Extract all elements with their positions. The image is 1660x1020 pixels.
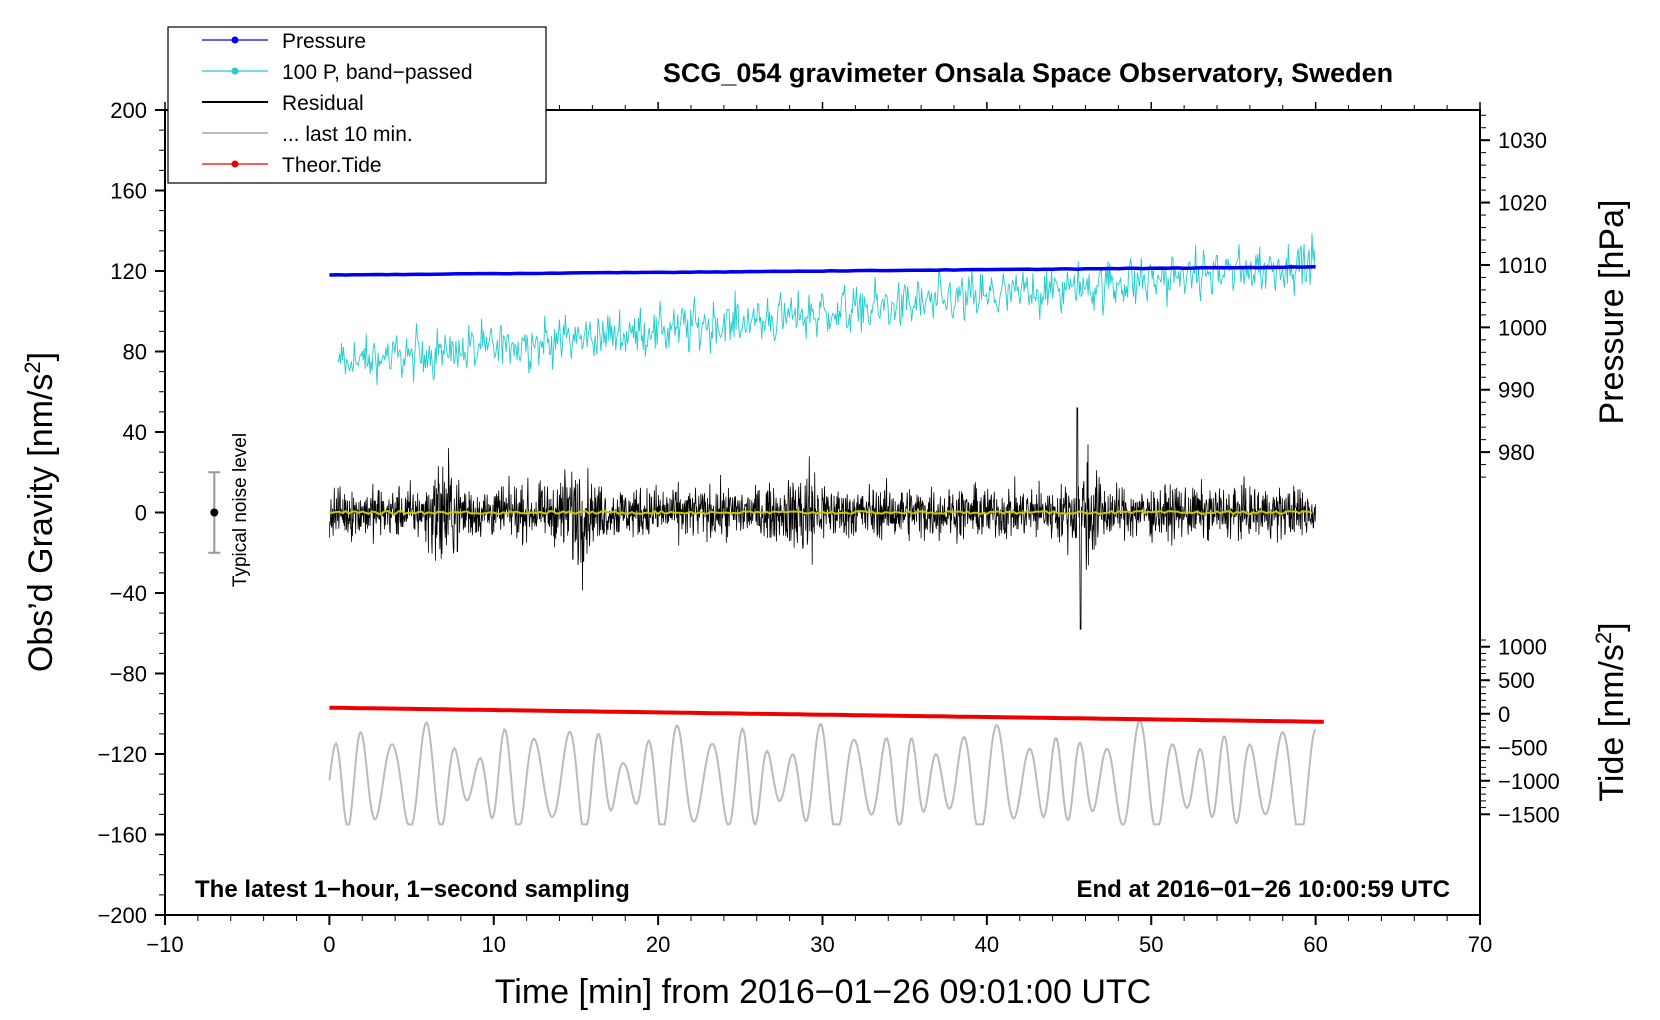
y-tick-label-left: 160: [110, 179, 147, 204]
x-tick-label: 50: [1139, 932, 1163, 957]
y-axis-label-left-text: Obs’d Gravity [nm/s: [22, 374, 60, 673]
x-tick-label: 30: [810, 932, 834, 957]
chart-title: SCG_054 gravimeter Onsala Space Observat…: [663, 58, 1393, 88]
x-tick-label: 20: [646, 932, 670, 957]
legend-label-residual: Residual: [282, 92, 364, 115]
y-axis-label-tide-close: ]: [1593, 622, 1631, 631]
y-tick-label-left: −200: [97, 903, 147, 928]
y-tick-label-tide: −1500: [1498, 802, 1560, 827]
x-tick-label: 70: [1468, 932, 1492, 957]
y-tick-label-tide: −500: [1498, 735, 1548, 760]
legend-entry-pressure: Pressure: [202, 30, 366, 53]
y-tick-label-tide: 0: [1498, 702, 1510, 727]
legend-label-pressure: Pressure: [282, 30, 366, 53]
y-axis-label-pressure: Pressure [hPa]: [1593, 200, 1631, 425]
y-tick-label-left: 120: [110, 259, 147, 284]
y-axis-label-tide: Tide [nm/s2]: [1591, 622, 1632, 801]
legend-entry-residual: Residual: [202, 92, 364, 115]
y-tick-label-pressure: 1020: [1498, 191, 1547, 216]
y-tick-label-pressure: 990: [1498, 378, 1535, 403]
x-tick-label: 10: [482, 932, 506, 957]
y-tick-label-pressure: 1030: [1498, 128, 1547, 153]
legend-entry-tide: Theor.Tide: [202, 154, 382, 177]
legend-entry-bandpassed: 100 P, band−passed: [202, 61, 473, 84]
annotation-end-time: End at 2016−01−26 10:00:59 UTC: [1076, 876, 1450, 903]
x-tick-label: 0: [323, 932, 335, 957]
legend-entry-last10: ... last 10 min.: [202, 123, 413, 146]
x-tick-label: 60: [1303, 932, 1327, 957]
axis-tick-labels: −10 0 10 20 30 40 50 60 7020016012080400−40−80−1…: [97, 98, 1559, 957]
y-tick-label-pressure: 1010: [1498, 253, 1547, 278]
y-axis-label-left-sup: 2: [20, 361, 45, 373]
y-tick-label-tide: 500: [1498, 668, 1535, 693]
legend-label-last10: ... last 10 min.: [282, 123, 413, 146]
legend-box: [167, 26, 547, 184]
noise-level-label: Typical noise level: [230, 433, 251, 587]
y-tick-label-left: 80: [123, 340, 147, 365]
y-tick-label-left: 0: [135, 501, 147, 526]
y-axis-label-left: Obs’d Gravity [nm/s2]: [20, 352, 61, 672]
y-tick-label-left: 40: [123, 420, 147, 445]
series-tide-line: [329, 705, 1324, 724]
noise-level-dot: [210, 508, 219, 517]
y-tick-label-pressure: 1000: [1498, 315, 1547, 340]
series-bandpassed-line: [337, 233, 1316, 386]
legend: Pressure 100 P, band−passed Residual ...…: [167, 26, 547, 184]
y-tick-label-left: 200: [110, 98, 147, 123]
y-axis-label-tide-text: Tide [nm/s: [1593, 644, 1631, 801]
x-tick-label: −10: [146, 932, 183, 957]
series-layer: [328, 233, 1324, 827]
legend-marker-bandpassed: [231, 67, 239, 75]
x-axis-label: Time [min] from 2016−01−26 09:01:00 UTC: [495, 973, 1151, 1011]
y-tick-label-left: −160: [97, 823, 147, 848]
x-tick-label: 40: [975, 932, 999, 957]
y-tick-label-pressure: 980: [1498, 440, 1535, 465]
legend-label-bandpassed: 100 P, band−passed: [282, 61, 473, 84]
noise-level-marker: [208, 471, 221, 554]
legend-label-tide: Theor.Tide: [282, 154, 382, 177]
y-tick-label-tide: 1000: [1498, 635, 1547, 660]
series-residual-line: [329, 407, 1316, 630]
y-tick-label-left: −80: [110, 662, 147, 687]
y-tick-label-left: −120: [97, 742, 147, 767]
annotation-sampling: The latest 1−hour, 1−second sampling: [195, 876, 630, 903]
y-axis-label-tide-sup: 2: [1591, 632, 1616, 644]
y-tick-label-left: −40: [110, 581, 147, 606]
legend-marker-tide: [231, 160, 239, 168]
y-tick-label-tide: −1000: [1498, 769, 1560, 794]
legend-marker-pressure: [231, 36, 239, 44]
series-residual-smoothed-line: [329, 509, 1313, 516]
y-axis-label-left-close: ]: [22, 352, 60, 361]
series-pressure-line: [329, 265, 1316, 277]
series-last10-line: [328, 719, 1317, 827]
